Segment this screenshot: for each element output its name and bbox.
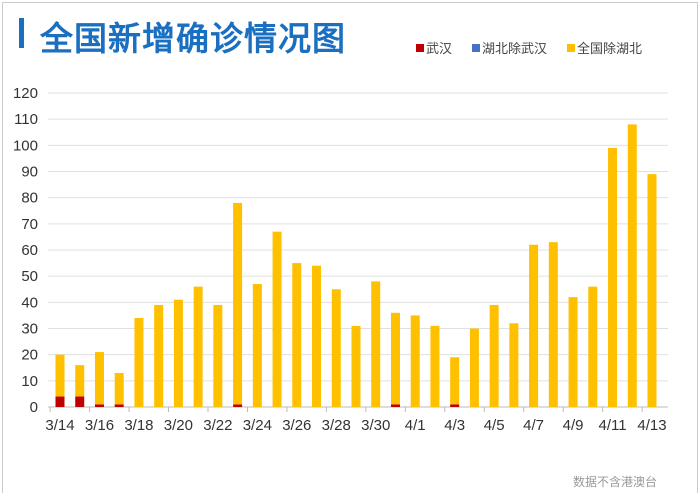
bar-4-3 (450, 357, 460, 405)
x-tick-label: 4/7 (523, 417, 544, 434)
bar-3-15 (75, 396, 85, 407)
x-tick-label: 4/9 (563, 417, 584, 434)
x-tick-label: 4/3 (444, 417, 465, 434)
bar-3-31 (390, 312, 400, 405)
bar-3-24 (252, 284, 262, 407)
y-tick-label: 50 (21, 268, 38, 285)
bar-3-18 (134, 318, 144, 407)
legend-label: 武汉 (426, 41, 453, 56)
bar-3-21 (193, 286, 203, 407)
x-tick-label: 3/16 (85, 417, 114, 434)
bar-3-28 (331, 289, 341, 407)
bar-4-2 (430, 325, 440, 407)
legend: 武汉 湖北除武汉 全国除湖北 (416, 38, 642, 57)
footnote: 数据不含港澳台 (573, 475, 658, 489)
title-accent-bar (19, 18, 24, 48)
legend-swatch (416, 43, 424, 52)
legend-label: 湖北除武汉 (482, 41, 548, 56)
legend-item-hubei-ex-wuhan: 湖北除武汉 (472, 38, 547, 57)
x-tick-label: 4/13 (637, 417, 666, 434)
x-tick-label: 3/26 (282, 417, 311, 434)
y-tick-label: 90 (21, 164, 38, 181)
bar-3-15 (75, 365, 85, 397)
y-tick-label: 20 (21, 347, 38, 364)
legend-item-wuhan: 武汉 (416, 38, 452, 57)
bar-4-12 (627, 124, 637, 408)
bar-4-1 (410, 315, 420, 407)
bar-3-27 (312, 265, 322, 407)
legend-swatch (567, 43, 576, 52)
bar-3-29 (351, 325, 361, 407)
bar-3-17 (114, 372, 124, 405)
legend-swatch (472, 43, 481, 52)
bar-4-3 (450, 404, 460, 407)
bar-3-22 (213, 304, 223, 407)
bar-4-4 (469, 328, 479, 407)
bar-3-19 (154, 304, 164, 407)
bar-3-23 (233, 404, 243, 407)
bar-3-26 (292, 263, 302, 407)
y-tick-label: 80 (21, 190, 38, 207)
bar-4-8 (548, 242, 558, 407)
x-tick-label: 3/22 (203, 417, 232, 434)
bar-3-16 (94, 404, 104, 407)
bar-3-14 (55, 354, 65, 397)
y-tick-label: 0 (30, 399, 38, 416)
bar-3-23 (233, 202, 243, 405)
bar-3-20 (173, 299, 183, 407)
y-tick-label: 110 (14, 111, 38, 128)
bar-4-6 (509, 323, 519, 407)
bar-3-16 (94, 352, 104, 405)
bar-4-5 (489, 304, 499, 407)
x-tick-label: 3/20 (164, 417, 193, 434)
y-tick-label: 30 (21, 321, 38, 338)
y-tick-label: 70 (21, 216, 38, 233)
chart-title: 全国新增确诊情况图 (40, 20, 346, 57)
bar-4-13 (647, 174, 657, 407)
y-tick-label: 100 (13, 137, 38, 154)
bar-4-11 (608, 147, 618, 407)
y-tick-label: 120 (13, 85, 38, 102)
y-tick-label: 40 (21, 294, 38, 311)
x-tick-label: 4/1 (405, 417, 426, 434)
bar-3-17 (114, 404, 124, 407)
x-tick-label: 3/24 (243, 417, 272, 434)
bar-3-14 (55, 396, 65, 407)
bar-3-31 (390, 404, 400, 407)
y-tick-label: 10 (21, 373, 38, 390)
y-tick-label: 60 (21, 242, 38, 259)
bar-4-7 (529, 244, 539, 407)
legend-label: 全国除湖北 (577, 41, 643, 56)
x-tick-label: 3/18 (124, 417, 153, 434)
bar-3-30 (371, 281, 381, 407)
bar-4-10 (588, 286, 598, 407)
x-tick-label: 3/14 (45, 417, 74, 434)
bar-4-9 (568, 297, 578, 407)
x-tick-label: 3/30 (361, 417, 390, 434)
bar-3-25 (272, 231, 282, 407)
legend-item-national-ex-hubei: 全国除湖北 (567, 38, 642, 57)
x-tick-label: 4/11 (598, 417, 626, 434)
x-tick-label: 3/28 (322, 417, 351, 434)
x-tick-label: 4/5 (484, 417, 505, 434)
